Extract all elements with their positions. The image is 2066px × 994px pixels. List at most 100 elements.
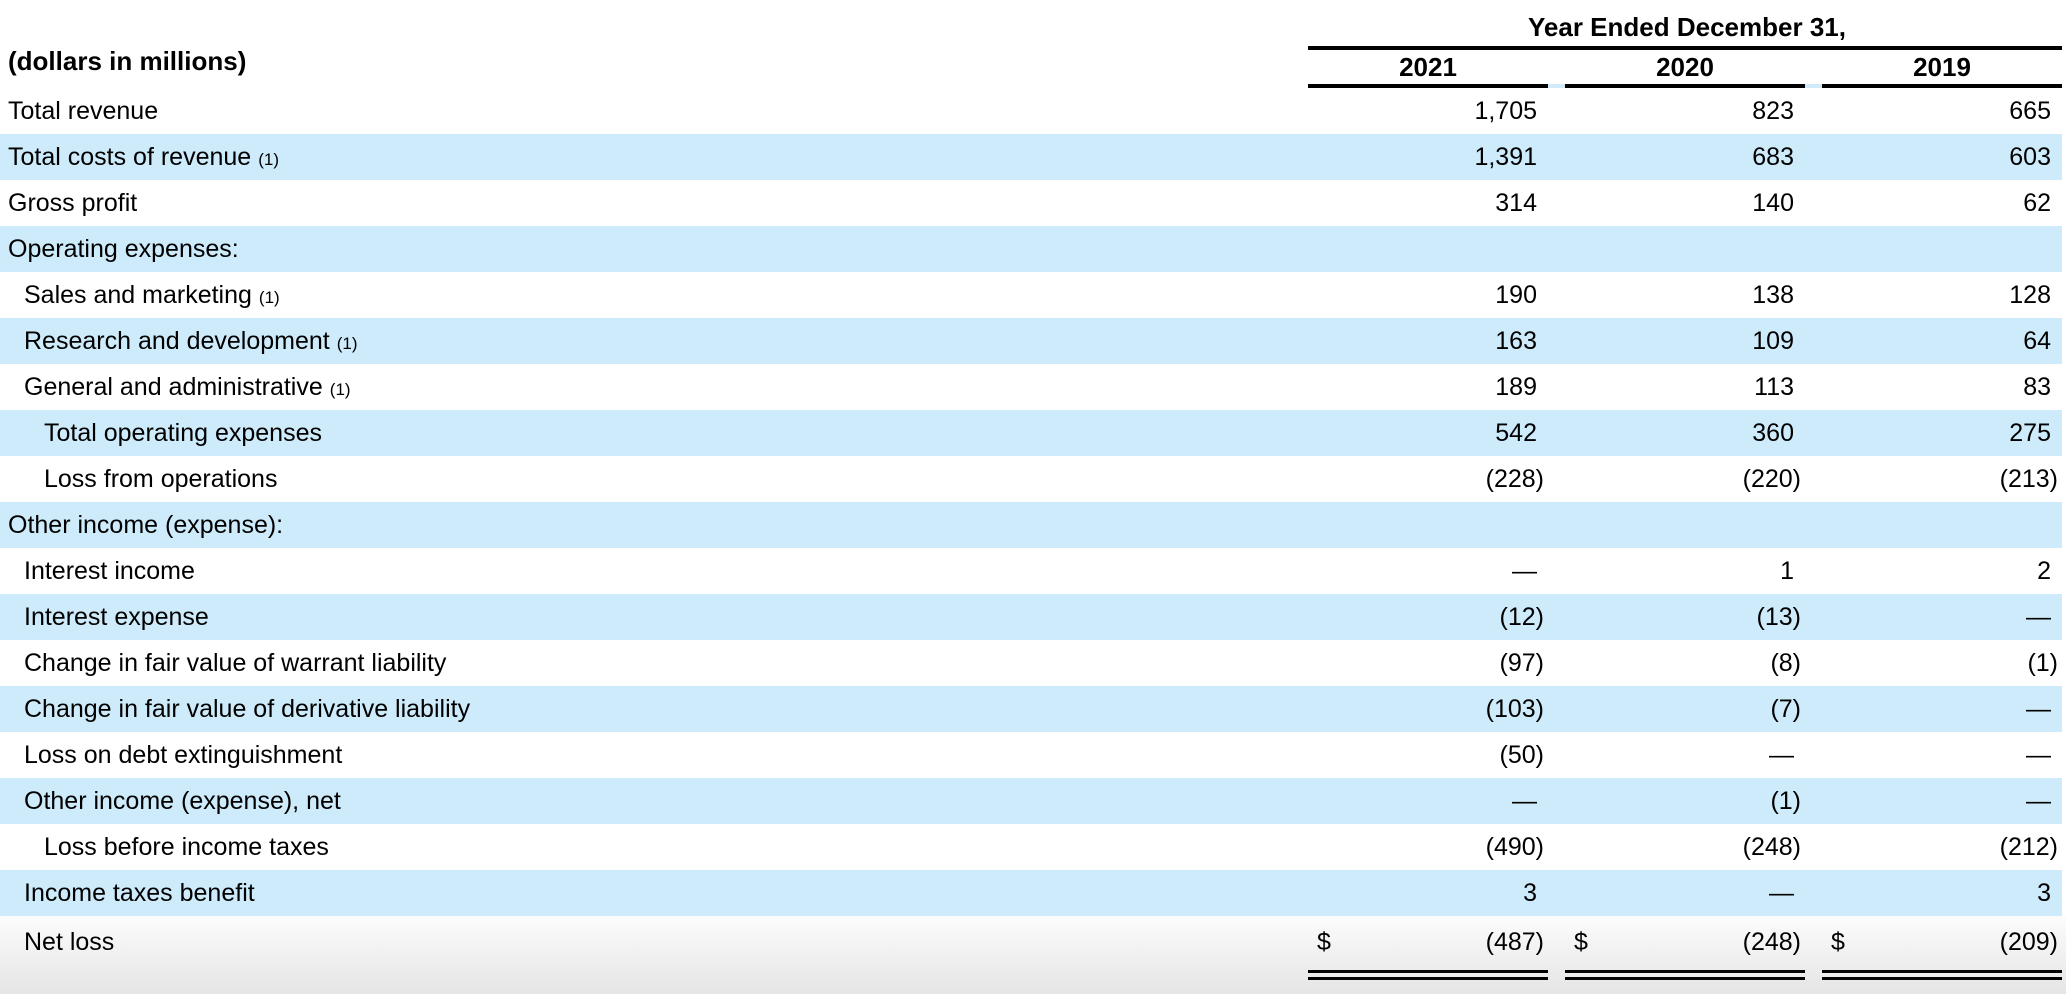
- currency-symbol: $: [1574, 927, 1588, 956]
- value-text: (97): [1499, 648, 1544, 677]
- value-text: —: [1769, 878, 1794, 907]
- header-rule: [1308, 46, 2062, 50]
- currency-symbol: $: [1831, 927, 1845, 956]
- row-label: Research and development (1): [0, 327, 1308, 356]
- value-cell-2020: 683: [1565, 134, 1805, 180]
- row-label: Other income (expense):: [0, 511, 1308, 540]
- value-cell-2021: 3: [1308, 870, 1548, 916]
- value-cell-2020: [1565, 226, 1805, 272]
- value-cell-2019: —: [1822, 732, 2062, 778]
- value-text: (487): [1485, 927, 1544, 956]
- value-cell-2019: 665: [1822, 88, 2062, 134]
- column-rule: [1308, 84, 1548, 88]
- value-cell-2019: —: [1822, 686, 2062, 732]
- value-cell-2020: —: [1565, 732, 1805, 778]
- value-text: 2: [2037, 556, 2051, 585]
- year-column-header-2021: 2021: [1399, 51, 1457, 82]
- row-label-text: Research and development: [24, 326, 330, 355]
- column-rule: [1565, 84, 1805, 88]
- value-cell-2021: 1,705: [1308, 88, 1548, 134]
- value-cell-2020: 138: [1565, 272, 1805, 318]
- row-label-text: Other income (expense):: [8, 510, 284, 539]
- row-label-text: Other income (expense), net: [24, 786, 341, 815]
- double-underline: [1822, 970, 2062, 980]
- value-cell-2021: (50): [1308, 732, 1548, 778]
- column-rule-gap: [1805, 84, 1822, 88]
- value-text: (248): [1742, 832, 1801, 861]
- value-text: 683: [1752, 142, 1794, 171]
- currency-symbol: $: [1317, 927, 1331, 956]
- value-cell-2021: 163: [1308, 318, 1548, 364]
- row-label-text: Total revenue: [8, 96, 159, 125]
- row-label-text: Interest expense: [24, 602, 209, 631]
- value-cell-2020: (8): [1565, 640, 1805, 686]
- value-text: 128: [2009, 280, 2051, 309]
- value-text: 83: [2023, 372, 2051, 401]
- value-cell-2019: 2: [1822, 548, 2062, 594]
- row-label-text: Net loss: [24, 928, 115, 956]
- value-text: 109: [1752, 326, 1794, 355]
- row-label-text: Operating expenses:: [8, 234, 239, 263]
- value-text: —: [1769, 740, 1794, 769]
- footnote-marker: (1): [329, 379, 351, 399]
- double-underline: [1308, 970, 1548, 980]
- table-row: Interest income — 1 2: [0, 548, 2062, 594]
- table-row: Other income (expense):: [0, 502, 2062, 548]
- value-cell-2019: [1822, 226, 2062, 272]
- footnote-marker: (1): [336, 333, 358, 353]
- year-header-row: 2021 2020 2019: [1308, 50, 2062, 84]
- value-text: 1,391: [1474, 142, 1537, 171]
- value-cell-2019: 128: [1822, 272, 2062, 318]
- value-cell-2020: (7): [1565, 686, 1805, 732]
- value-text: (213): [1999, 464, 2058, 493]
- table-header: (dollars in millions) Year Ended Decembe…: [0, 0, 2066, 88]
- table-row: General and administrative (1) 189 113 83: [0, 364, 2062, 410]
- value-text: —: [2026, 740, 2051, 769]
- value-cell-2019: 64: [1822, 318, 2062, 364]
- table-row: Other income (expense), net — (1) —: [0, 778, 2062, 824]
- value-cell-2021: (228): [1308, 456, 1548, 502]
- value-cell-2020: 360: [1565, 410, 1805, 456]
- value-cell-2021: —: [1308, 548, 1548, 594]
- table-row: Interest expense (12) (13) —: [0, 594, 2062, 640]
- value-cell-2019: —: [1822, 594, 2062, 640]
- value-cell-2020: —: [1565, 870, 1805, 916]
- value-text: (1): [1770, 786, 1801, 815]
- row-label: Net loss: [0, 926, 1308, 958]
- row-label-text: Loss before income taxes: [44, 832, 329, 861]
- table-row: Research and development (1) 163 109 64: [0, 318, 2062, 364]
- row-label: Change in fair value of derivative liabi…: [0, 695, 1308, 724]
- value-text: (212): [1999, 832, 2058, 861]
- row-label: Interest income: [0, 557, 1308, 586]
- row-label: Interest expense: [0, 603, 1308, 632]
- value-cell-2019: 275: [1822, 410, 2062, 456]
- value-text: (228): [1485, 464, 1544, 493]
- table-header-right: Year Ended December 31, 2021 2020 2019: [1308, 0, 2066, 88]
- table-row: Sales and marketing (1) 190 138 128: [0, 272, 2062, 318]
- value-cell-2020: (220): [1565, 456, 1805, 502]
- row-label-text: Change in fair value of derivative liabi…: [24, 694, 471, 723]
- table-row: Change in fair value of warrant liabilit…: [0, 640, 2062, 686]
- value-cell-2021: 1,391: [1308, 134, 1548, 180]
- table-row: Loss before income taxes (490) (248) (21…: [0, 824, 2062, 870]
- value-cell-2020: (248): [1565, 824, 1805, 870]
- value-cell-2020: [1565, 502, 1805, 548]
- column-rule-gap: [1548, 84, 1565, 88]
- value-cell-2021: [1308, 502, 1548, 548]
- table-row: Total costs of revenue (1) 1,391 683 603: [0, 134, 2062, 180]
- value-text: 314: [1495, 188, 1537, 217]
- value-text: (220): [1742, 464, 1801, 493]
- row-label-text: Loss on debt extinguishment: [24, 740, 343, 769]
- value-cell-2020: 140: [1565, 180, 1805, 226]
- value-cell-2019: (212): [1822, 824, 2062, 870]
- value-text: 3: [1523, 878, 1537, 907]
- row-label: Loss on debt extinguishment: [0, 741, 1308, 770]
- table-header-left: (dollars in millions): [0, 0, 1308, 88]
- value-text: —: [2026, 786, 2051, 815]
- row-label-text: Income taxes benefit: [24, 878, 255, 907]
- value-text: 665: [2009, 96, 2051, 125]
- row-label-text: Change in fair value of warrant liabilit…: [24, 648, 447, 677]
- value-text: (50): [1499, 740, 1544, 769]
- value-text: —: [2026, 694, 2051, 723]
